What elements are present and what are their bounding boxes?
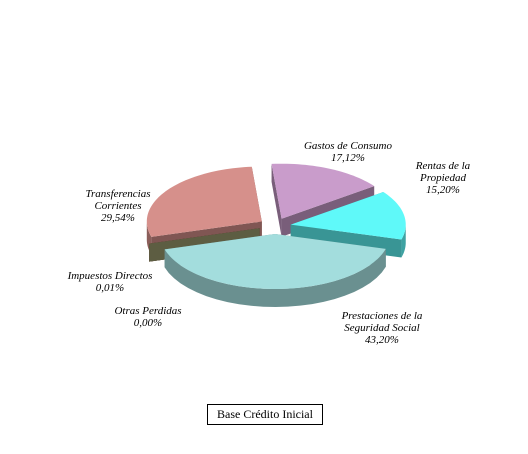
legend: Base Crédito Inicial [207,404,323,425]
data-label: Otras Perdidas 0,00% [98,305,198,329]
data-label: Rentas de la Propiedad 15,20% [403,160,483,196]
category-name: Rentas de la Propiedad [415,160,471,184]
slice [149,228,260,244]
slice [290,191,406,240]
value-label: 43,20% [365,334,399,346]
value-label: 17,12% [331,152,365,164]
value-label: 0,01% [95,282,125,294]
category-name: Transferencias Corrientes [85,188,151,212]
slice-side [164,248,386,307]
slice [146,166,262,237]
category-name: Impuestos Directos [67,270,153,282]
slice-wall [271,163,282,237]
data-label: Gastos de Consumo 17,12% [293,140,403,164]
category-name: Otras Perdidas [114,305,182,317]
data-label: Impuestos Directos 0,01% [55,270,165,294]
category-name: Prestaciones de la Seguridad Social [341,310,423,334]
value-label: 0,00% [133,317,163,329]
data-label: Transferencias Corrientes 29,54% [73,188,163,224]
value-label: 29,54% [101,212,135,224]
slice [271,163,375,219]
data-label: Prestaciones de la Seguridad Social 43,20… [322,310,442,346]
slice-side [401,224,406,258]
category-name: Gastos de Consumo [303,140,392,152]
slice [164,233,386,289]
value-label: 15,20% [426,184,460,196]
